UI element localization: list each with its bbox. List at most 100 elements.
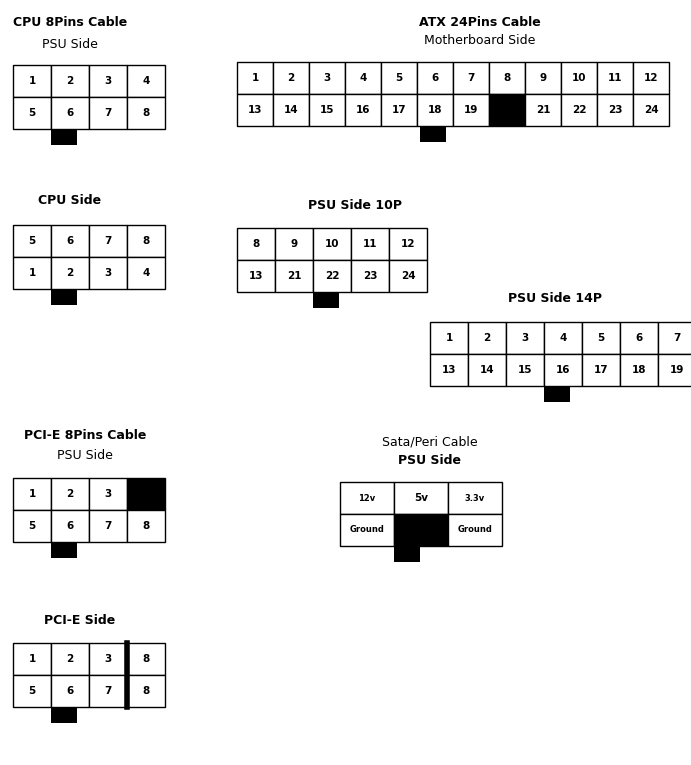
Bar — [448, 514, 502, 546]
Bar — [453, 62, 489, 94]
Bar — [13, 97, 51, 129]
Text: 12: 12 — [401, 239, 415, 249]
Bar — [89, 97, 127, 129]
Bar — [468, 354, 506, 386]
Text: 3: 3 — [104, 76, 112, 86]
Bar — [127, 225, 165, 257]
Text: 21: 21 — [287, 271, 301, 281]
Bar — [89, 225, 127, 257]
Text: 3.3v: 3.3v — [465, 493, 485, 503]
Text: 16: 16 — [356, 105, 370, 115]
Text: 23: 23 — [363, 271, 377, 281]
Bar — [489, 94, 525, 126]
Text: 17: 17 — [392, 105, 406, 115]
Bar — [13, 65, 51, 97]
Text: 3: 3 — [104, 654, 112, 664]
Bar — [489, 62, 525, 94]
Bar — [544, 354, 582, 386]
Bar — [525, 62, 561, 94]
Text: CPU Side: CPU Side — [39, 194, 102, 207]
Text: Sata/Peri Cable: Sata/Peri Cable — [382, 435, 477, 448]
Text: Ground: Ground — [350, 526, 384, 535]
Text: 2: 2 — [484, 333, 491, 343]
Text: 6: 6 — [66, 521, 74, 531]
Text: 5v: 5v — [414, 493, 428, 503]
Text: 18: 18 — [428, 105, 442, 115]
Bar — [13, 478, 51, 510]
Bar — [13, 510, 51, 542]
Text: 7: 7 — [104, 108, 112, 118]
Text: 6: 6 — [66, 686, 74, 696]
Text: 13: 13 — [442, 365, 456, 375]
Bar — [633, 62, 669, 94]
Text: 13: 13 — [248, 105, 263, 115]
Bar — [351, 228, 389, 260]
Text: 10: 10 — [325, 239, 339, 249]
Text: 3: 3 — [104, 489, 112, 499]
Bar — [127, 478, 165, 510]
Bar — [597, 94, 633, 126]
Text: 13: 13 — [249, 271, 263, 281]
Bar — [237, 62, 273, 94]
Text: 1: 1 — [252, 73, 258, 83]
Text: 12: 12 — [644, 73, 659, 83]
Bar — [620, 322, 658, 354]
Bar — [345, 94, 381, 126]
Text: PCI-E 8Pins Cable: PCI-E 8Pins Cable — [23, 428, 146, 441]
Bar — [417, 94, 453, 126]
Bar — [381, 62, 417, 94]
Text: 8: 8 — [142, 108, 150, 118]
Text: 10: 10 — [571, 73, 586, 83]
Text: 17: 17 — [594, 365, 608, 375]
Bar — [89, 510, 127, 542]
Text: 7: 7 — [104, 686, 112, 696]
Text: 22: 22 — [571, 105, 586, 115]
Bar — [420, 126, 446, 142]
Text: Ground: Ground — [457, 526, 493, 535]
Bar — [89, 257, 127, 289]
Bar — [340, 482, 394, 514]
Bar — [340, 514, 394, 546]
Bar — [525, 94, 561, 126]
Text: 2: 2 — [66, 489, 74, 499]
Bar — [273, 94, 309, 126]
Bar — [89, 478, 127, 510]
Bar — [51, 510, 89, 542]
Bar — [561, 62, 597, 94]
Text: 3: 3 — [323, 73, 330, 83]
Text: 24: 24 — [644, 105, 659, 115]
Bar — [394, 546, 420, 562]
Bar — [237, 228, 275, 260]
Text: 15: 15 — [320, 105, 334, 115]
Bar — [430, 354, 468, 386]
Text: 6: 6 — [66, 236, 74, 246]
Text: PSU Side 10P: PSU Side 10P — [308, 198, 402, 211]
Text: 1: 1 — [28, 654, 36, 664]
Text: 8: 8 — [142, 521, 150, 531]
Text: 4: 4 — [359, 73, 367, 83]
Text: 5: 5 — [28, 521, 36, 531]
Bar — [237, 94, 273, 126]
Text: 8: 8 — [503, 73, 511, 83]
Text: 1: 1 — [28, 489, 36, 499]
Bar — [448, 482, 502, 514]
Bar — [275, 260, 313, 292]
Bar — [381, 94, 417, 126]
Text: 9: 9 — [540, 73, 547, 83]
Bar — [389, 228, 427, 260]
Bar — [51, 225, 89, 257]
Text: 18: 18 — [632, 365, 646, 375]
Bar — [51, 257, 89, 289]
Bar — [582, 322, 620, 354]
Text: 7: 7 — [673, 333, 681, 343]
Bar — [417, 62, 453, 94]
Bar — [127, 643, 165, 675]
Text: PSU Side: PSU Side — [399, 454, 462, 467]
Text: 2: 2 — [287, 73, 294, 83]
Text: ATX 24Pins Cable: ATX 24Pins Cable — [419, 15, 541, 28]
Bar — [127, 257, 165, 289]
Bar — [658, 322, 691, 354]
Text: 2: 2 — [66, 76, 74, 86]
Bar — [51, 542, 77, 558]
Bar — [127, 65, 165, 97]
